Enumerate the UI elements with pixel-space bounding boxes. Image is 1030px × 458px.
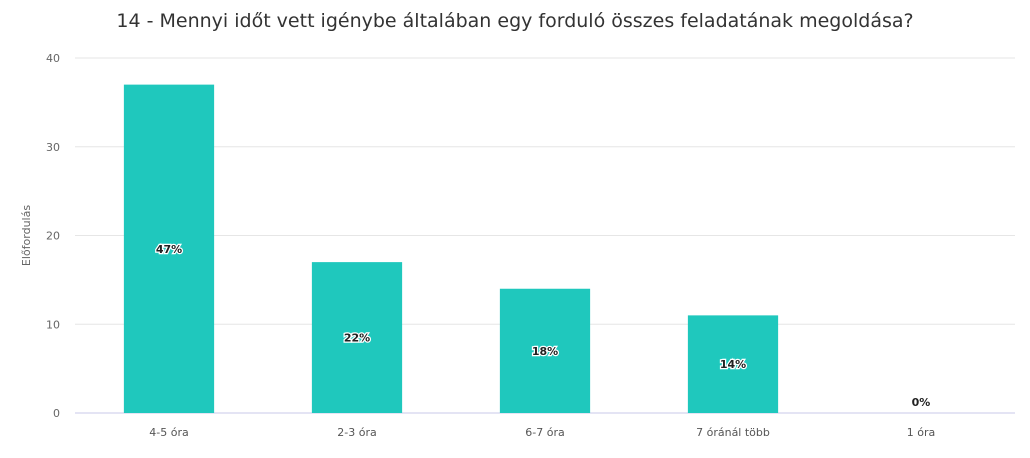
data-label: 18%: [532, 345, 558, 358]
bars: [123, 84, 779, 413]
y-tick-label: 10: [46, 318, 60, 331]
data-label: 0%: [912, 396, 931, 409]
bar[interactable]: [499, 288, 591, 413]
y-tick-label: 0: [53, 407, 60, 420]
y-axis-ticks: 0 10 20 30 40: [46, 52, 60, 420]
x-axis-ticks: 4-5 óra 2-3 óra 6-7 óra 7 óránál több 1 óra: [149, 426, 935, 439]
data-label: 22%: [344, 332, 370, 345]
bar[interactable]: [123, 84, 215, 413]
x-tick-label: 2-3 óra: [337, 426, 376, 439]
y-tick-label: 40: [46, 52, 60, 65]
chart-title: 14 - Mennyi időt vett igénybe általában …: [116, 10, 914, 32]
data-label: 14%: [720, 358, 746, 371]
x-tick-label: 6-7 óra: [525, 426, 564, 439]
x-tick-label: 4-5 óra: [149, 426, 188, 439]
y-tick-label: 30: [46, 141, 60, 154]
bar[interactable]: [311, 262, 403, 413]
x-tick-label: 7 óránál több: [696, 426, 770, 439]
y-tick-label: 20: [46, 230, 60, 243]
x-tick-label: 1 óra: [907, 426, 936, 439]
bar[interactable]: [687, 315, 779, 413]
data-labels: 47% 22% 18% 14% 0%: [155, 242, 932, 411]
data-label: 47%: [156, 243, 182, 256]
y-axis-title: Előfordulás: [20, 205, 33, 266]
